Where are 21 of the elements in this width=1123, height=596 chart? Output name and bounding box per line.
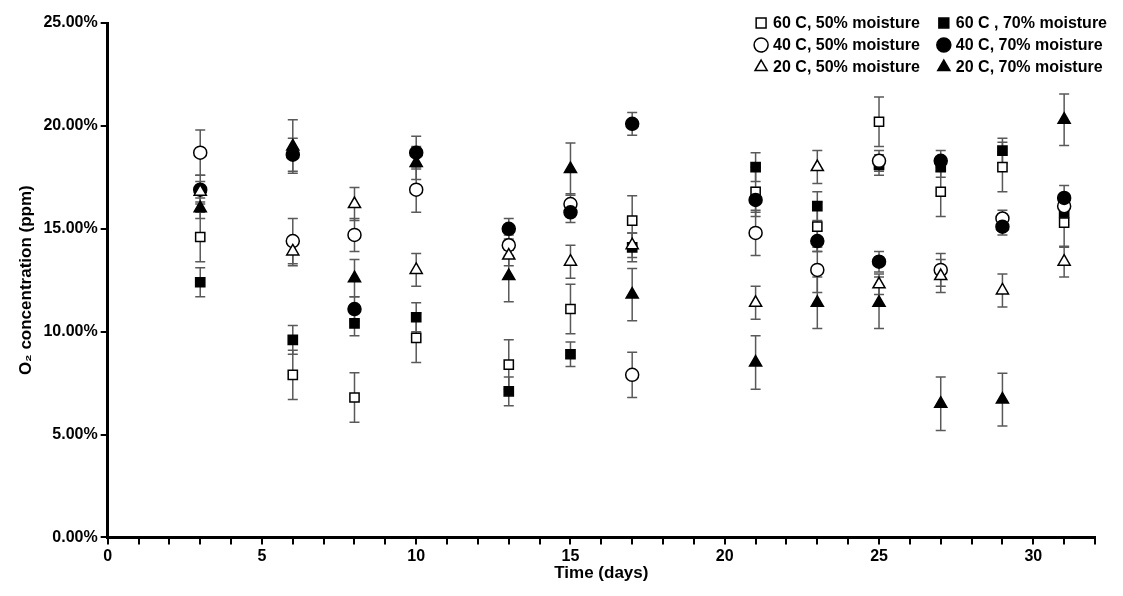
legend-label: 60 C, 50% moisture xyxy=(773,14,920,32)
x-tick-label: 25 xyxy=(870,547,889,565)
legend-label: 40 C, 50% moisture xyxy=(773,36,920,54)
y-tick-label: 15.00% xyxy=(43,219,98,237)
y-tick-label: 0.00% xyxy=(52,527,98,545)
y-tick-label: 5.00% xyxy=(52,424,98,442)
x-tick-label: 15 xyxy=(561,547,580,565)
legend-label: 20 C, 70% moisture xyxy=(955,58,1103,76)
x-tick-label: 5 xyxy=(257,547,267,565)
x-tick-label: 30 xyxy=(1024,547,1043,565)
x-tick-label: 10 xyxy=(407,547,426,565)
x-tick-label: 20 xyxy=(715,547,734,565)
x-tick-label: 0 xyxy=(103,547,113,565)
x-axis-title: Time (days) xyxy=(554,563,649,583)
y-tick-label: 20.00% xyxy=(43,116,98,134)
legend-label: 60 C , 70% moisture xyxy=(955,14,1108,32)
legend-label: 20 C, 50% moisture xyxy=(773,58,920,76)
y-tick-label: 25.00% xyxy=(43,13,98,31)
legend-label: 40 C, 70% moisture xyxy=(955,36,1103,54)
y-tick-label: 10.00% xyxy=(43,322,98,340)
y-axis-title: O₂ concentration (ppm) xyxy=(15,185,35,376)
